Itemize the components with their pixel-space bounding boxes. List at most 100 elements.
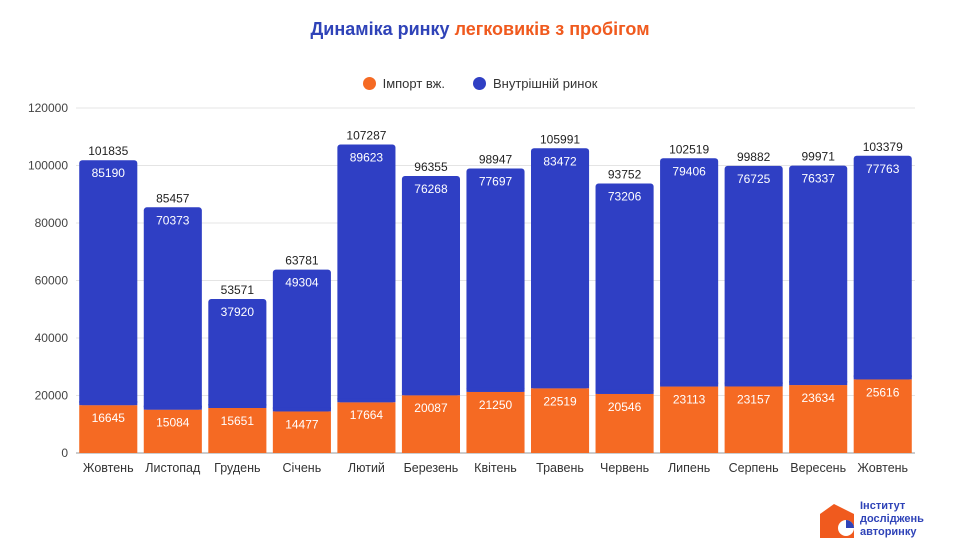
stacked-bar-chart: 0 20000 40000 60000 80000 100000 120000 16645 85… <box>28 101 915 475</box>
bar-import <box>530 388 590 453</box>
data-label-total: 85457 <box>156 191 190 205</box>
bar-domestic-base <box>530 384 590 389</box>
data-label-domestic: 49304 <box>285 276 319 290</box>
bar-domestic <box>595 183 654 394</box>
bar-domestic-base <box>466 387 525 392</box>
institute-logo: Інститут досліджень авторинку <box>818 500 948 542</box>
bar-domestic-base <box>337 398 396 403</box>
data-label-domestic: 83472 <box>543 154 577 168</box>
logo-line1: Інститут <box>860 500 906 512</box>
x-tick-label: Квітень <box>474 461 517 475</box>
bar-domestic <box>789 165 848 386</box>
chart-title-part2: легковиків з пробігом <box>454 19 650 39</box>
data-label-import: 20546 <box>608 400 642 414</box>
x-tick-label: Серпень <box>729 461 779 475</box>
data-label-domestic: 76725 <box>737 172 771 186</box>
bar-import <box>79 405 138 453</box>
logo-text: Інститут досліджень авторинку <box>860 500 924 539</box>
data-label-domestic: 70373 <box>156 213 190 227</box>
bar-domestic <box>272 269 331 412</box>
bar-domestic-base <box>79 401 138 406</box>
legend-label-import: Імпорт вж. <box>382 76 445 91</box>
data-label-domestic: 76268 <box>414 182 448 196</box>
bar-domestic <box>530 148 590 389</box>
logo-mark-icon <box>820 504 854 538</box>
logo-line2: досліджень <box>860 513 924 525</box>
data-label-import: 23634 <box>802 391 836 405</box>
bar-domestic <box>466 168 525 392</box>
legend-item-domestic: Внутрішній ринок <box>473 76 597 91</box>
chart-title-part1: Динаміка ринку <box>310 19 450 39</box>
bar-import <box>789 385 848 453</box>
data-label-total: 99882 <box>737 150 771 164</box>
data-label-import: 23157 <box>737 392 771 406</box>
x-tick-label: Березень <box>404 461 459 475</box>
chart-title: Динаміка ринку легковиків з пробігом <box>0 19 960 40</box>
bar-domestic <box>208 298 267 409</box>
bar-domestic <box>401 175 461 396</box>
x-tick-label: Червень <box>600 461 649 475</box>
y-tick-label: 60000 <box>35 274 69 288</box>
x-tick-label: Вересень <box>790 461 846 475</box>
y-tick-label: 100000 <box>28 159 68 173</box>
data-label-total: 93752 <box>608 167 642 181</box>
x-tick-label: Жовтень <box>857 461 908 475</box>
bar-domestic <box>853 155 912 380</box>
data-label-import: 22519 <box>543 394 577 408</box>
data-label-total: 105991 <box>540 132 580 146</box>
bar-domestic-base <box>724 382 783 387</box>
x-tick-label: Травень <box>536 461 584 475</box>
data-label-total: 98947 <box>479 153 513 167</box>
bar-domestic <box>143 207 202 410</box>
bar-import <box>401 395 461 453</box>
data-label-total: 107287 <box>346 129 386 143</box>
bar-import <box>337 402 396 453</box>
bar-import <box>208 408 267 453</box>
data-label-domestic: 77763 <box>866 162 900 176</box>
bar-domestic <box>660 158 719 387</box>
bar-domestic-base <box>143 405 202 410</box>
data-label-domestic: 89623 <box>350 151 384 165</box>
logo-line3: авторинку <box>860 526 917 538</box>
data-label-import: 17664 <box>350 408 384 422</box>
x-tick-label: Грудень <box>214 461 260 475</box>
bar-import <box>143 409 202 453</box>
y-tick-label: 120000 <box>28 101 68 115</box>
data-label-total: 63781 <box>285 254 319 268</box>
y-tick-label: 0 <box>61 446 68 460</box>
data-label-domestic: 79406 <box>672 164 706 178</box>
y-tick-label: 40000 <box>35 331 69 345</box>
chart-legend: Імпорт вж. Внутрішній ринок <box>0 76 960 91</box>
bar-domestic-base <box>208 404 267 409</box>
data-label-import: 20087 <box>414 401 448 415</box>
bar-domestic <box>724 165 783 387</box>
data-label-total: 101835 <box>88 144 128 158</box>
legend-label-domestic: Внутрішній ринок <box>493 76 598 91</box>
bar-import <box>466 391 525 453</box>
y-tick-label: 20000 <box>35 389 69 403</box>
legend-item-import: Імпорт вж. <box>362 76 445 91</box>
data-label-import: 25616 <box>866 385 900 399</box>
data-label-total: 102519 <box>669 142 709 156</box>
x-tick-label: Липень <box>668 461 710 475</box>
bar-domestic-base <box>272 407 331 412</box>
data-label-import: 16645 <box>92 411 126 425</box>
bar-domestic-base <box>789 381 848 386</box>
data-label-total: 96355 <box>414 160 448 174</box>
bar-import <box>595 393 654 453</box>
data-label-domestic: 77697 <box>479 175 513 189</box>
x-tick-label: Січень <box>283 461 322 475</box>
bar-domestic-base <box>401 391 461 396</box>
bar-domestic-base <box>853 375 912 380</box>
data-label-domestic: 73206 <box>608 189 642 203</box>
y-tick-label: 80000 <box>35 216 69 230</box>
bar-domestic <box>337 144 396 403</box>
data-label-import: 15651 <box>221 414 255 428</box>
bar-domestic-base <box>660 382 719 387</box>
data-label-domestic: 37920 <box>221 305 255 319</box>
data-label-total: 99971 <box>802 150 836 164</box>
bar-domestic-base <box>595 389 654 394</box>
data-label-import: 14477 <box>285 417 319 431</box>
bar-import <box>660 386 719 453</box>
data-label-total: 103379 <box>863 140 903 154</box>
